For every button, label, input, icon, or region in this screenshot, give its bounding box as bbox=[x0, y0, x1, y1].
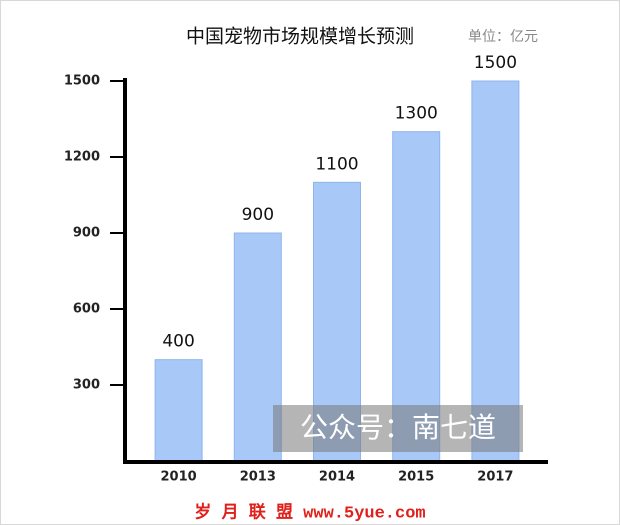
chart-title: 中国宠物市场规模增长预测 bbox=[186, 26, 414, 48]
y-tick-label: 900 bbox=[73, 226, 100, 241]
x-tick-label: 2010 bbox=[161, 470, 197, 485]
value-label: 1300 bbox=[395, 104, 438, 124]
unit-label: 单位：亿元 bbox=[468, 29, 538, 45]
x-tick-label: 2013 bbox=[240, 470, 276, 485]
watermark: 公众号：南七道 bbox=[300, 411, 496, 444]
footer: 岁 月 联 盟 www.5yue.com bbox=[194, 501, 425, 523]
y-tick-label: 1500 bbox=[64, 74, 100, 89]
value-label: 400 bbox=[162, 332, 194, 352]
bar bbox=[154, 359, 203, 462]
x-tick-label: 2014 bbox=[319, 470, 355, 485]
x-tick-label: 2015 bbox=[398, 470, 434, 485]
y-tick-label: 300 bbox=[73, 378, 100, 393]
bar bbox=[471, 80, 520, 462]
y-tick-label: 600 bbox=[73, 302, 100, 317]
value-label: 1100 bbox=[315, 154, 358, 174]
value-label: 1500 bbox=[474, 53, 517, 73]
y-tick-label: 1200 bbox=[64, 150, 100, 165]
watermark-box bbox=[273, 405, 523, 452]
x-tick-label: 2017 bbox=[477, 470, 513, 485]
value-label: 900 bbox=[242, 205, 274, 225]
